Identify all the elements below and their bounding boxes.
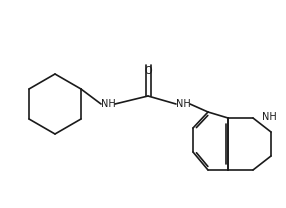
Text: NH: NH [262,112,277,122]
Text: NH: NH [101,99,115,109]
Text: O: O [144,66,152,76]
Text: NH: NH [176,99,190,109]
